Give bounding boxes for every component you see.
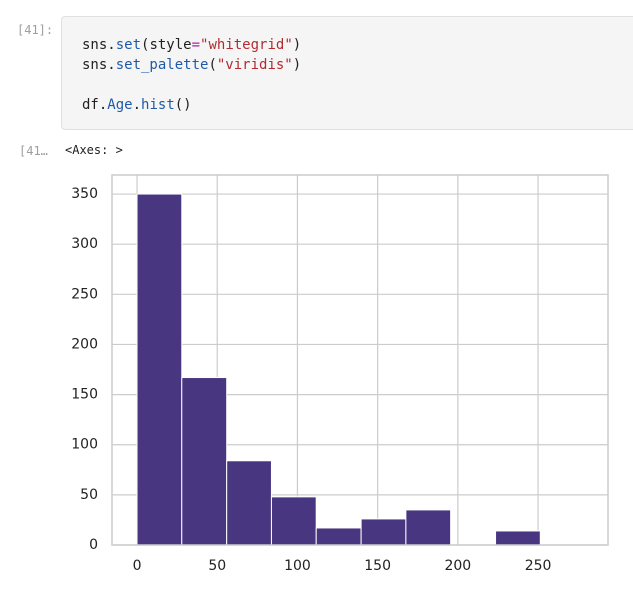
y-tick-label: 300 — [71, 236, 98, 252]
bar — [495, 530, 541, 546]
y-tick-label: 250 — [71, 286, 98, 302]
code-token: "whitegrid" — [200, 37, 293, 53]
code-token: "viridis" — [216, 57, 293, 73]
code-token: hist — [141, 97, 175, 113]
x-tick-label: 100 — [284, 558, 311, 574]
input-prompt: [41]: — [17, 23, 54, 37]
x-tick-label: 0 — [133, 558, 142, 574]
y-tick-label: 100 — [71, 437, 98, 453]
code-token: . — [132, 97, 142, 113]
bar — [136, 193, 183, 546]
chart: 0 50 100 150 200 250 300 350 0 50 100 150 200 250 — [71, 174, 609, 574]
y-tick-label: 50 — [80, 487, 98, 503]
x-tick-label: 150 — [364, 558, 391, 574]
code-token: sns. — [82, 37, 116, 53]
code-token: Age — [107, 97, 133, 113]
code-cell[interactable]: sns.set(style="whitegrid") sns.set_palett… — [61, 16, 633, 130]
code-line: df.Age.hist() — [82, 95, 301, 115]
code-token: ) — [292, 37, 302, 53]
bar — [405, 509, 452, 546]
x-tick-label: 200 — [444, 558, 471, 574]
bar — [181, 377, 228, 546]
bar — [226, 460, 272, 546]
bar — [360, 518, 407, 546]
y-tick-label: 200 — [71, 336, 98, 352]
bar — [315, 527, 362, 546]
code-token: = — [191, 37, 201, 53]
code-token: set — [115, 37, 142, 53]
code-token: df. — [82, 97, 108, 113]
output-text: <Axes: > — [65, 143, 123, 157]
code-token: set_palette — [115, 57, 209, 73]
code-line: sns.set_palette("viridis") — [82, 55, 301, 75]
bar — [270, 496, 317, 546]
y-tick-label: 0 — [89, 537, 98, 553]
output-prompt: [41… — [19, 144, 48, 158]
axes-frame — [111, 174, 609, 546]
y-tick-label: 150 — [71, 387, 98, 403]
code-line: sns.set(style="whitegrid") — [82, 35, 301, 55]
code-token: sns. — [82, 57, 116, 73]
code-token: ) — [292, 57, 302, 73]
code-token: ( — [208, 57, 217, 73]
x-tick-label: 250 — [525, 558, 552, 574]
code-token: (style — [141, 37, 192, 53]
code-token: () — [174, 97, 192, 113]
code: sns.set(style="whitegrid") sns.set_palett… — [82, 35, 301, 115]
code-line — [82, 75, 301, 95]
x-tick-label: 50 — [208, 558, 226, 574]
y-tick-label: 350 — [71, 186, 98, 202]
